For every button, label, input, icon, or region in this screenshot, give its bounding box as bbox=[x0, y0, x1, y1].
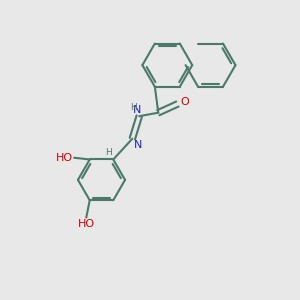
Text: HO: HO bbox=[78, 219, 95, 229]
Text: N: N bbox=[134, 140, 142, 150]
Text: N: N bbox=[133, 105, 142, 115]
Text: H: H bbox=[105, 148, 112, 157]
Text: O: O bbox=[180, 97, 189, 107]
Text: HO: HO bbox=[56, 153, 73, 163]
Text: H: H bbox=[130, 103, 136, 112]
